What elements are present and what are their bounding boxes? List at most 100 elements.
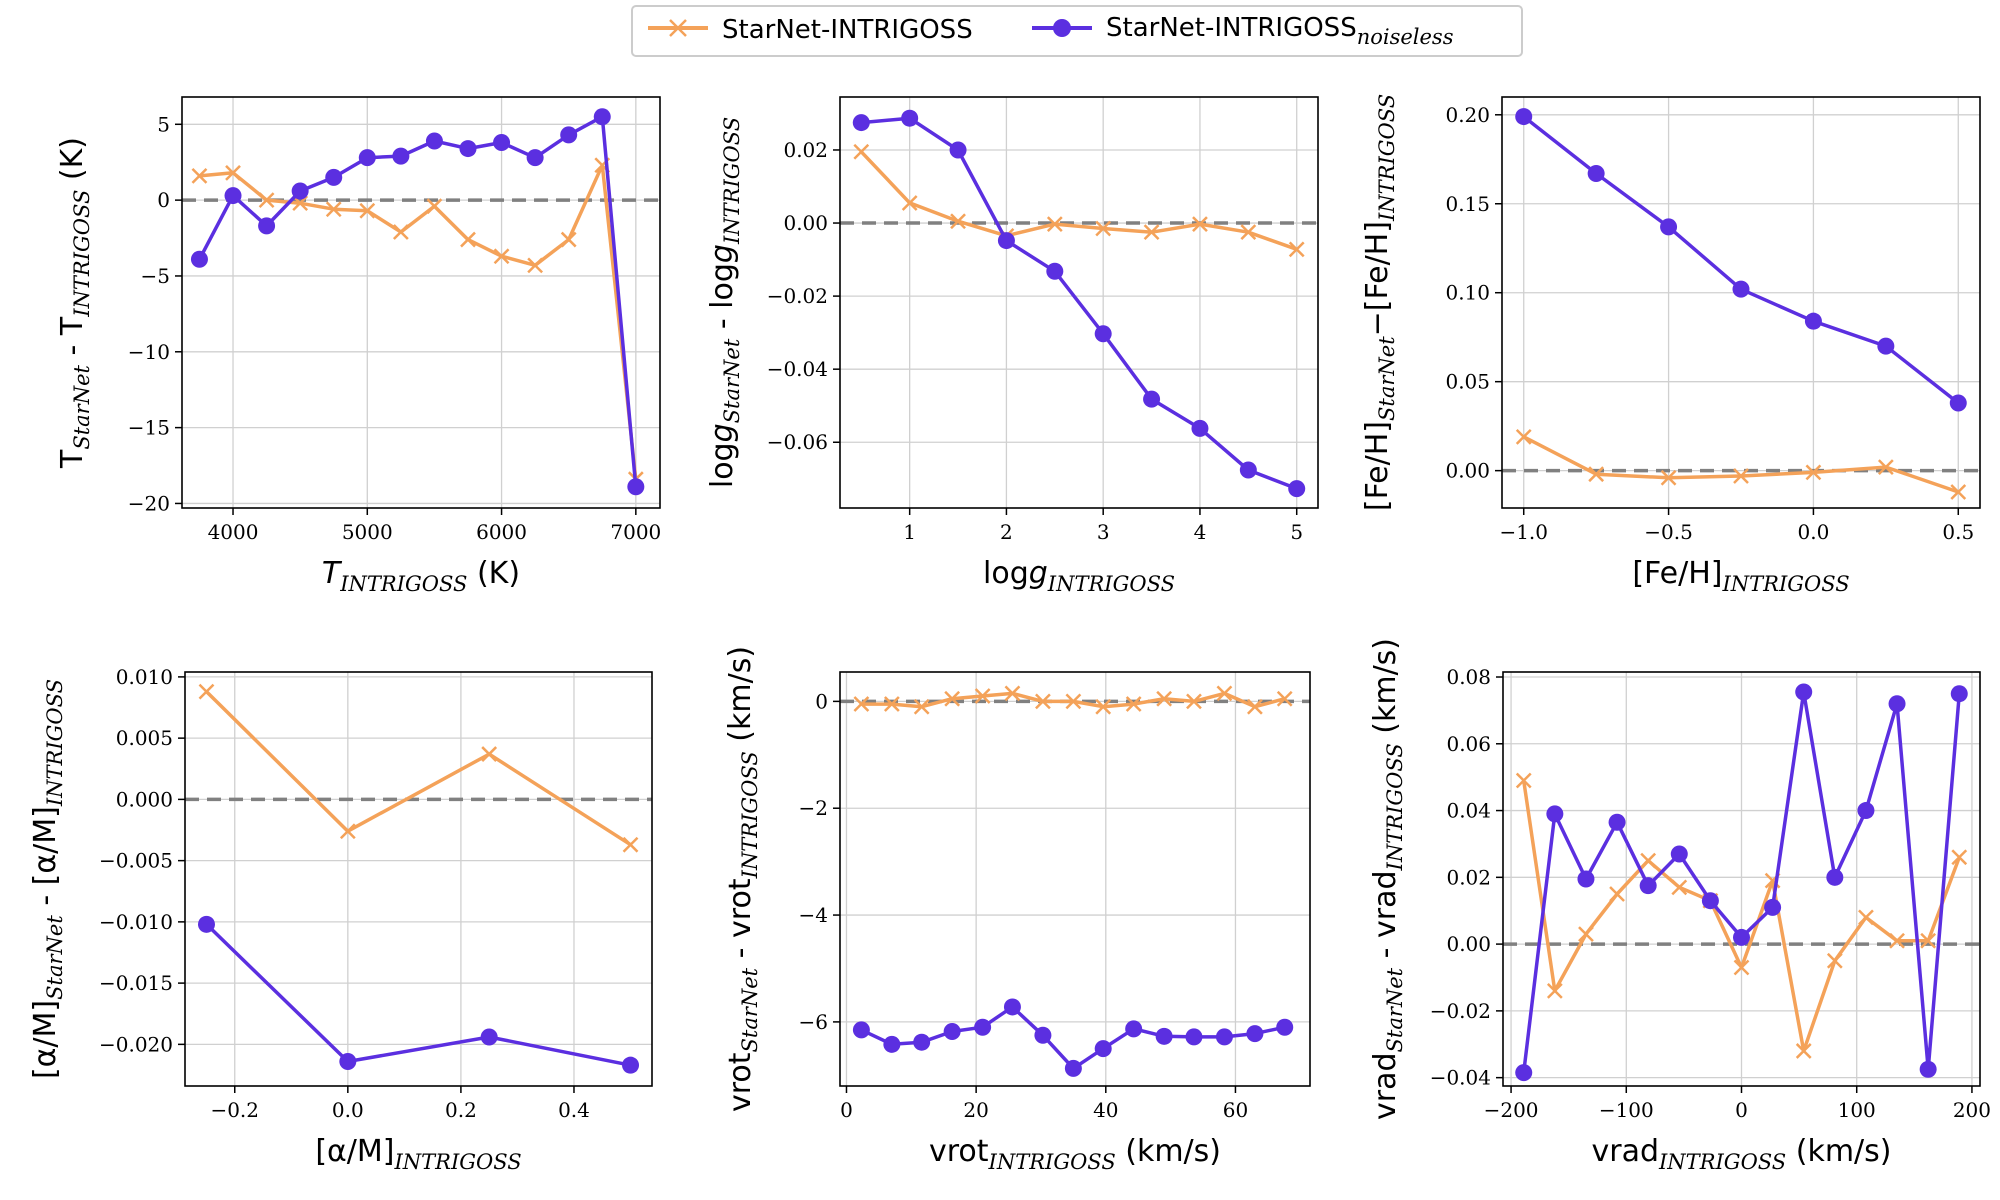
data-point-noisy <box>1660 469 1677 486</box>
data-point-noiseless <box>339 1053 357 1071</box>
axes-frame <box>839 671 1311 1087</box>
x-axis-label: [α/M]INTRIGOSS <box>315 1134 521 1174</box>
data-point-noiseless <box>358 149 376 167</box>
legend-marker-dot <box>1053 19 1071 37</box>
y-axis-label: loggStarNet - loggINTRIGOSS <box>705 117 744 488</box>
data-point-noisy <box>1609 886 1625 902</box>
data-point-noisy <box>481 746 498 762</box>
data-point-noiseless <box>1949 394 1967 412</box>
y-tick-label: −10 <box>128 340 170 364</box>
data-point-noiseless <box>1587 165 1605 183</box>
data-point-noiseless <box>1064 1059 1082 1077</box>
y-tick-label: 0.02 <box>783 138 828 162</box>
y-tick-label: 5 <box>157 112 170 136</box>
data-point-noisy <box>974 688 991 704</box>
y-tick-label: −20 <box>128 491 170 515</box>
legend-label-noisy: StarNet-INTRIGOSS <box>722 15 973 45</box>
y-tick-label: 0 <box>157 188 170 212</box>
panel-logg: 1 2 3 4 5 −0.06 −0.04 −0.02 0.00 0.02 loggINTRIGOS… <box>705 96 1319 596</box>
data-point-noiseless <box>913 1033 931 1051</box>
data-point-noisy <box>1156 690 1173 707</box>
data-point-noisy <box>198 683 215 700</box>
data-point-noisy <box>1186 693 1202 710</box>
legend-marker-noisy <box>669 19 687 37</box>
x-tick-label: 0.4 <box>558 1098 590 1122</box>
axes-frame <box>839 96 1319 509</box>
data-point-noiseless <box>1143 390 1161 408</box>
y-tick-label: −0.02 <box>767 284 828 308</box>
x-axis-label: vradINTRIGOSS (km/s) <box>1592 1134 1892 1174</box>
y-tick-label: −0.04 <box>767 357 828 381</box>
data-point-noiseless <box>1546 805 1564 823</box>
panel-feh: −1.0 −0.5 0.0 0.5 0.00 0.05 0.10 0.15 0.20 [Fe/H]… <box>1360 94 1981 596</box>
data-point-noisy <box>1095 220 1112 237</box>
series-line-noisy <box>205 690 632 847</box>
y-axis-label: [α/M]StarNet - [α/M]INTRIGOSS <box>28 679 67 1079</box>
y-tick-label: −0.02 <box>1430 999 1491 1023</box>
data-point-noiseless <box>224 187 242 205</box>
data-point-noiseless <box>560 126 578 144</box>
axes-frame <box>1501 96 1981 509</box>
data-point-noisy <box>853 696 870 712</box>
x-tick-label: 0 <box>1735 1098 1748 1122</box>
grid <box>1502 97 1980 508</box>
series-line-noiseless <box>205 923 631 1067</box>
data-point-noiseless <box>949 141 967 159</box>
y-tick-label: 0.010 <box>116 665 173 689</box>
data-point-noisy <box>426 198 443 215</box>
data-point-noisy <box>1826 952 1843 969</box>
data-point-noisy <box>225 164 241 181</box>
data-point-noiseless <box>258 217 276 235</box>
y-tick-label: −15 <box>128 416 170 440</box>
x-tick-label: −100 <box>1599 1098 1654 1122</box>
series-line-noiseless <box>197 114 638 487</box>
data-point-noiseless <box>852 114 870 132</box>
data-point-noiseless <box>1764 898 1782 916</box>
data-point-noiseless <box>1826 868 1844 886</box>
x-tick-label: 5000 <box>342 520 393 544</box>
x-tick-label: −0.2 <box>210 1098 259 1122</box>
data-point-noiseless <box>1515 108 1533 126</box>
data-point-noisy <box>258 192 275 209</box>
data-point-noisy <box>1143 224 1160 241</box>
data-point-noisy <box>1578 926 1594 942</box>
data-point-noisy <box>1733 468 1749 484</box>
data-point-noiseless <box>997 232 1015 250</box>
x-tick-label: 0.0 <box>332 1098 364 1122</box>
data-point-noiseless <box>493 133 511 151</box>
axes-frame <box>181 96 661 509</box>
data-point-noisy <box>1288 241 1305 258</box>
data-point-noisy <box>1515 772 1532 789</box>
data-point-noiseless <box>1577 870 1595 888</box>
grid <box>1503 672 1980 1086</box>
y-tick-label: −6 <box>799 1010 828 1034</box>
data-point-noisy <box>392 224 409 240</box>
data-point-noisy <box>901 195 918 211</box>
data-point-noiseless <box>1950 685 1968 703</box>
y-tick-label: 0.08 <box>1446 665 1491 689</box>
x-tick-label: −1.0 <box>1499 520 1548 544</box>
series-line-noisy <box>1522 435 1959 494</box>
x-axis-label: TINTRIGOSS (K) <box>322 556 520 596</box>
data-point-noisy <box>560 231 577 248</box>
data-point-noisy <box>1795 1043 1812 1059</box>
legend-entry-noiseless: StarNet-INTRIGOSSnoiseless <box>1032 13 1454 49</box>
data-point-noisy <box>1920 932 1937 949</box>
data-point-noisy <box>460 231 476 248</box>
data-point-noisy <box>1877 459 1894 475</box>
data-point-noisy <box>191 167 208 184</box>
series-line-noisy <box>860 150 1298 251</box>
x-tick-label: 7000 <box>610 520 661 544</box>
data-point-noiseless <box>883 1035 901 1053</box>
series-line-noiseless <box>861 116 1298 491</box>
data-point-noiseless <box>325 168 343 186</box>
y-tick-label: 0.05 <box>1445 370 1490 394</box>
data-point-noisy <box>1515 428 1532 445</box>
y-axis-label: vradStarNet - vradINTRIGOSS (km/s) <box>1368 638 1407 1120</box>
data-point-noisy <box>1671 879 1688 896</box>
x-tick-label: 200 <box>1953 1098 1991 1122</box>
x-tick-label: 100 <box>1838 1098 1876 1122</box>
x-tick-label: 40 <box>1093 1098 1118 1122</box>
x-tick-label: −0.5 <box>1644 520 1693 544</box>
